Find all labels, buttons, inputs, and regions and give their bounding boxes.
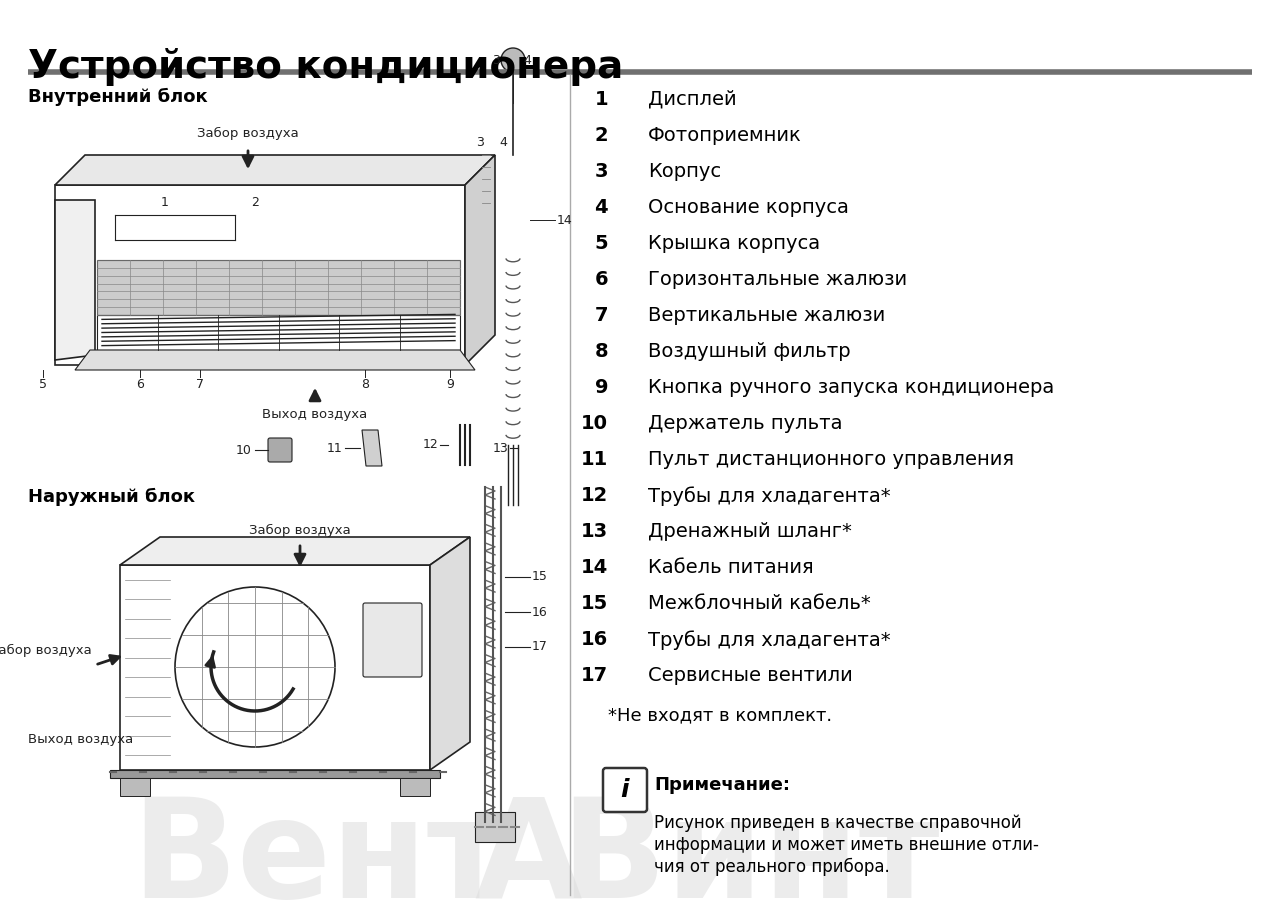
Polygon shape xyxy=(76,350,475,370)
Text: Воздушный фильтр: Воздушный фильтр xyxy=(648,342,851,361)
Text: 16: 16 xyxy=(532,606,548,619)
Circle shape xyxy=(500,48,525,72)
Text: 2: 2 xyxy=(594,126,608,145)
Text: 12: 12 xyxy=(581,486,608,505)
Text: 3: 3 xyxy=(594,162,608,181)
Text: Рисунок приведен в качестве справочной: Рисунок приведен в качестве справочной xyxy=(654,814,1021,832)
Text: Пульт дистанционного управления: Пульт дистанционного управления xyxy=(648,450,1014,469)
Text: 11: 11 xyxy=(326,442,342,455)
Text: Дисплей: Дисплей xyxy=(648,90,736,109)
Text: 13: 13 xyxy=(581,522,608,541)
Polygon shape xyxy=(465,155,495,365)
Text: 11: 11 xyxy=(581,450,608,469)
Text: 12: 12 xyxy=(422,438,438,452)
Text: Основание корпуса: Основание корпуса xyxy=(648,198,849,217)
Text: Трубы для хладагента*: Трубы для хладагента* xyxy=(648,486,891,506)
Text: Межблочный кабель*: Межблочный кабель* xyxy=(648,594,870,613)
FancyBboxPatch shape xyxy=(364,603,422,677)
Text: 10: 10 xyxy=(236,444,252,456)
Text: Вент: Вент xyxy=(132,793,508,911)
Polygon shape xyxy=(430,537,470,770)
Text: 13: 13 xyxy=(493,442,508,455)
Text: Корпус: Корпус xyxy=(648,162,721,181)
Text: 6: 6 xyxy=(594,270,608,289)
Text: 4: 4 xyxy=(499,137,507,149)
Text: 1: 1 xyxy=(161,197,169,210)
Text: 15: 15 xyxy=(532,570,548,584)
Text: 17: 17 xyxy=(581,666,608,685)
Text: 5: 5 xyxy=(594,234,608,253)
FancyBboxPatch shape xyxy=(268,438,292,462)
Text: Винт: Винт xyxy=(561,793,940,911)
Text: информации и может иметь внешние отли-: информации и может иметь внешние отли- xyxy=(654,836,1039,854)
Text: 5: 5 xyxy=(38,378,47,392)
Text: 8: 8 xyxy=(361,378,369,392)
Text: Сервисные вентили: Сервисные вентили xyxy=(648,666,852,685)
Text: 3: 3 xyxy=(476,137,484,149)
Text: Держатель пульта: Держатель пульта xyxy=(648,414,842,433)
Polygon shape xyxy=(475,812,515,842)
Text: Выход воздуха: Выход воздуха xyxy=(28,733,133,746)
Text: Фотоприемник: Фотоприемник xyxy=(648,126,801,145)
Text: Забор воздуха: Забор воздуха xyxy=(197,127,298,140)
Text: Забор воздуха: Забор воздуха xyxy=(250,524,351,537)
Text: Внутренний блок: Внутренний блок xyxy=(28,88,207,107)
Text: 10: 10 xyxy=(581,414,608,433)
Text: Забор воздуха: Забор воздуха xyxy=(0,644,92,657)
Text: 14: 14 xyxy=(581,558,608,577)
Text: 6: 6 xyxy=(136,378,143,392)
Text: Наружный блок: Наружный блок xyxy=(28,488,195,507)
Text: Горизонтальные жалюзи: Горизонтальные жалюзи xyxy=(648,270,908,289)
Text: Дренажный шланг*: Дренажный шланг* xyxy=(648,522,852,541)
FancyBboxPatch shape xyxy=(603,768,646,812)
Text: А: А xyxy=(475,793,581,911)
Text: Примечание:: Примечание: xyxy=(654,776,790,794)
Text: 2: 2 xyxy=(251,197,259,210)
Text: Крышка корпуса: Крышка корпуса xyxy=(648,234,820,253)
Polygon shape xyxy=(97,260,460,315)
Text: 1: 1 xyxy=(594,90,608,109)
Polygon shape xyxy=(55,155,495,185)
Text: 8: 8 xyxy=(594,342,608,361)
Text: 16: 16 xyxy=(581,630,608,649)
Text: 9: 9 xyxy=(445,378,454,392)
Text: Кнопка ручного запуска кондиционера: Кнопка ручного запуска кондиционера xyxy=(648,378,1055,397)
Text: 17: 17 xyxy=(532,640,548,653)
Polygon shape xyxy=(120,537,470,565)
Text: 15: 15 xyxy=(581,594,608,613)
Text: 4: 4 xyxy=(524,54,531,67)
Text: 7: 7 xyxy=(594,306,608,325)
Text: Вертикальные жалюзи: Вертикальные жалюзи xyxy=(648,306,886,325)
Polygon shape xyxy=(399,778,430,796)
Text: Устройство кондиционера: Устройство кондиционера xyxy=(28,48,623,86)
Text: 14: 14 xyxy=(557,213,572,227)
Text: *Не входят в комплект.: *Не входят в комплект. xyxy=(608,706,832,724)
Text: чия от реального прибора.: чия от реального прибора. xyxy=(654,858,890,876)
Text: 7: 7 xyxy=(196,378,204,392)
Text: 3: 3 xyxy=(492,54,500,67)
Text: 4: 4 xyxy=(594,198,608,217)
Text: Кабель питания: Кабель питания xyxy=(648,558,814,577)
Polygon shape xyxy=(110,770,440,778)
Text: i: i xyxy=(621,778,630,802)
Text: Трубы для хладагента*: Трубы для хладагента* xyxy=(648,630,891,650)
Polygon shape xyxy=(55,200,95,360)
Polygon shape xyxy=(362,430,381,466)
Text: 9: 9 xyxy=(594,378,608,397)
Text: Выход воздуха: Выход воздуха xyxy=(262,408,367,421)
Polygon shape xyxy=(120,778,150,796)
